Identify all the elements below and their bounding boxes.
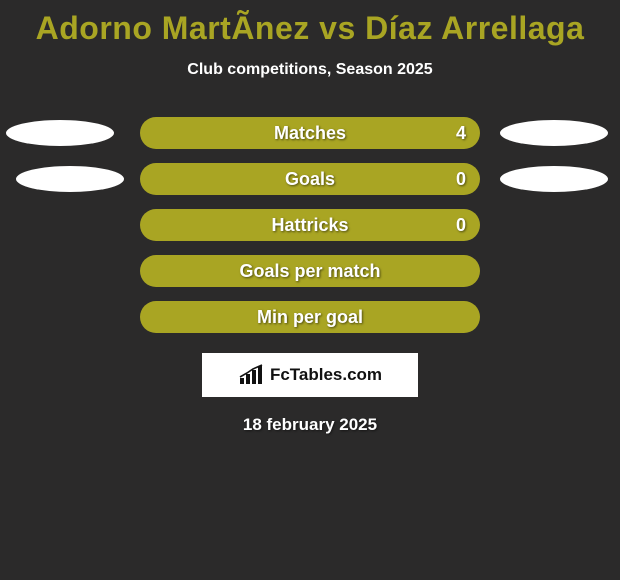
stat-row: Hattricks0 [0,209,620,241]
brand-text: FcTables.com [270,365,382,385]
stat-label: Goals per match [140,261,480,282]
stat-value: 4 [456,123,466,144]
stat-bar: Matches4 [140,117,480,149]
stat-bar: Hattricks0 [140,209,480,241]
stat-value: 0 [456,169,466,190]
left-ellipse [16,166,124,192]
footer-date: 18 february 2025 [0,415,620,435]
stat-label: Min per goal [140,307,480,328]
stat-row: Matches4 [0,117,620,149]
page-subtitle: Club competitions, Season 2025 [0,61,620,79]
stat-row: Min per goal [0,301,620,333]
brand-box: FcTables.com [202,353,418,397]
stats-container: Matches4Goals0Hattricks0Goals per matchM… [0,117,620,333]
page-title: Adorno MartÃ­nez vs Díaz Arrellaga [0,0,620,47]
stat-label: Hattricks [140,215,480,236]
stat-bar: Min per goal [140,301,480,333]
stat-value: 0 [456,215,466,236]
stat-row: Goals per match [0,255,620,287]
right-ellipse [500,166,608,192]
stat-bar: Goals per match [140,255,480,287]
right-ellipse [500,120,608,146]
stat-label: Goals [140,169,480,190]
stat-label: Matches [140,123,480,144]
bars-icon [238,364,266,386]
stat-row: Goals0 [0,163,620,195]
stat-bar: Goals0 [140,163,480,195]
left-ellipse [6,120,114,146]
